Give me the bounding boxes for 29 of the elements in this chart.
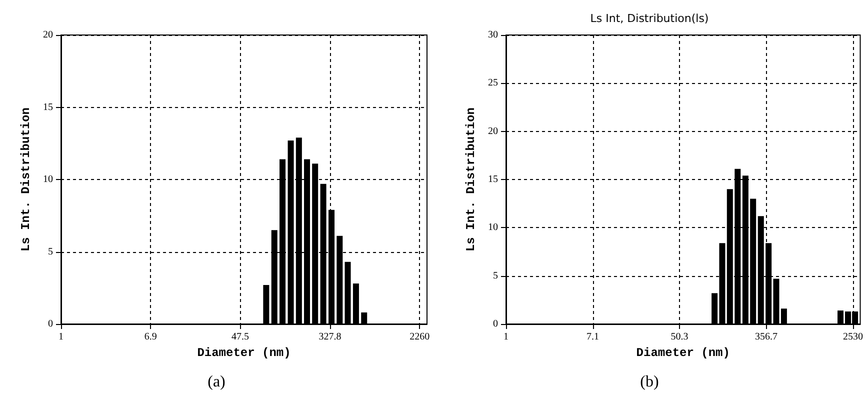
y-tick-label: 15 xyxy=(43,102,53,113)
y-tick-label: 0 xyxy=(492,318,498,330)
y-tick-label: 30 xyxy=(488,30,498,40)
chart-title: Ls Int, Distribution(ls) xyxy=(590,12,708,25)
y-axis-title: Ls Int. Distribution xyxy=(19,107,34,252)
y-tick-label: 10 xyxy=(488,222,498,234)
y-tick-label: 20 xyxy=(43,30,53,40)
y-tick-label: 10 xyxy=(43,174,53,185)
x-axis-title: Diameter (nm) xyxy=(636,346,730,360)
x-tick-label: 1 xyxy=(58,332,64,342)
x-tick-label: 356.7 xyxy=(754,332,777,342)
x-tick-label: 2530 xyxy=(842,332,862,342)
x-tick-label: 327.8 xyxy=(318,332,342,342)
x-tick-label: 50.3 xyxy=(670,332,688,342)
x-axis-title: Diameter (nm) xyxy=(197,346,291,360)
text: (a) xyxy=(208,374,226,390)
x-tick-label: 1 xyxy=(503,332,508,342)
x-tick-label: 2260 xyxy=(410,332,430,342)
x-tick-label: 6.9 xyxy=(144,332,157,342)
y-tick-label: 20 xyxy=(488,126,498,137)
y-tick-label: 5 xyxy=(48,246,53,258)
x-tick-label: 7.1 xyxy=(586,332,599,342)
y-axis-title: Ls Int. Distribution xyxy=(464,107,478,252)
y-tick-label: 5 xyxy=(492,270,498,282)
y-tick-label: 25 xyxy=(488,78,498,89)
y-tick-label: 0 xyxy=(48,318,53,330)
text: (b) xyxy=(640,374,658,390)
x-tick-label: 47.5 xyxy=(232,332,250,342)
y-tick-label: 15 xyxy=(488,174,498,185)
